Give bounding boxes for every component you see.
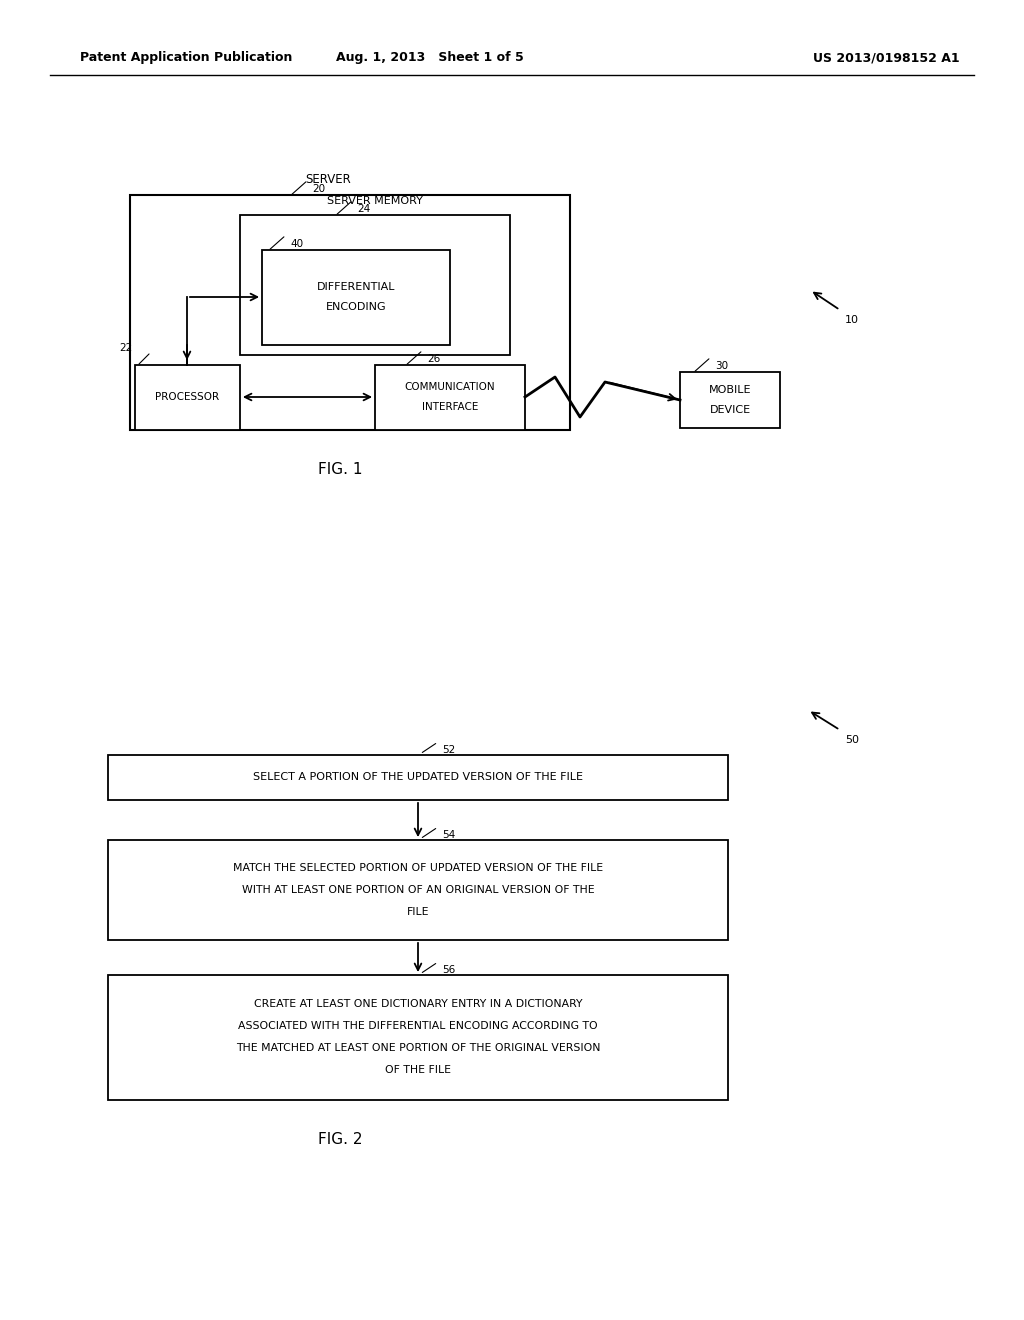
Text: 56: 56 (442, 965, 456, 975)
Bar (375, 366, 525, 430)
Text: 24: 24 (357, 205, 371, 214)
Bar (108, 755, 728, 800)
Text: 20: 20 (312, 183, 326, 194)
Text: DEVICE: DEVICE (710, 405, 751, 414)
Text: 54: 54 (442, 830, 456, 840)
Text: 30: 30 (715, 360, 728, 371)
Text: 26: 26 (427, 354, 440, 364)
Text: SERVER: SERVER (305, 173, 351, 186)
Text: 50: 50 (845, 735, 859, 744)
Bar (680, 372, 780, 428)
Text: FIG. 1: FIG. 1 (317, 462, 362, 478)
Text: ASSOCIATED WITH THE DIFFERENTIAL ENCODING ACCORDING TO: ASSOCIATED WITH THE DIFFERENTIAL ENCODIN… (239, 1020, 598, 1031)
Text: 52: 52 (442, 744, 456, 755)
Text: SELECT A PORTION OF THE UPDATED VERSION OF THE FILE: SELECT A PORTION OF THE UPDATED VERSION … (253, 772, 583, 781)
Text: FIG. 2: FIG. 2 (317, 1133, 362, 1147)
Text: Patent Application Publication: Patent Application Publication (80, 51, 293, 65)
Text: DIFFERENTIAL: DIFFERENTIAL (316, 282, 395, 292)
Bar (108, 975, 728, 1100)
Bar (130, 195, 570, 430)
Text: FILE: FILE (407, 907, 429, 917)
Bar (240, 215, 510, 355)
Text: 40: 40 (290, 239, 303, 249)
Text: ENCODING: ENCODING (326, 302, 386, 312)
Text: PROCESSOR: PROCESSOR (155, 392, 219, 403)
Text: 22: 22 (119, 343, 132, 352)
Bar (262, 249, 450, 345)
Text: MOBILE: MOBILE (709, 385, 752, 395)
Bar (108, 840, 728, 940)
Text: SERVER MEMORY: SERVER MEMORY (327, 195, 423, 206)
Text: Aug. 1, 2013   Sheet 1 of 5: Aug. 1, 2013 Sheet 1 of 5 (336, 51, 524, 65)
Text: US 2013/0198152 A1: US 2013/0198152 A1 (813, 51, 961, 65)
Text: INTERFACE: INTERFACE (422, 403, 478, 412)
Text: WITH AT LEAST ONE PORTION OF AN ORIGINAL VERSION OF THE: WITH AT LEAST ONE PORTION OF AN ORIGINAL… (242, 884, 594, 895)
Text: 10: 10 (845, 315, 859, 325)
Text: OF THE FILE: OF THE FILE (385, 1065, 451, 1074)
Text: COMMUNICATION: COMMUNICATION (404, 381, 496, 392)
Text: CREATE AT LEAST ONE DICTIONARY ENTRY IN A DICTIONARY: CREATE AT LEAST ONE DICTIONARY ENTRY IN … (254, 999, 583, 1008)
Bar (135, 366, 240, 430)
Text: THE MATCHED AT LEAST ONE PORTION OF THE ORIGINAL VERSION: THE MATCHED AT LEAST ONE PORTION OF THE … (236, 1043, 600, 1053)
Text: MATCH THE SELECTED PORTION OF UPDATED VERSION OF THE FILE: MATCH THE SELECTED PORTION OF UPDATED VE… (232, 863, 603, 873)
